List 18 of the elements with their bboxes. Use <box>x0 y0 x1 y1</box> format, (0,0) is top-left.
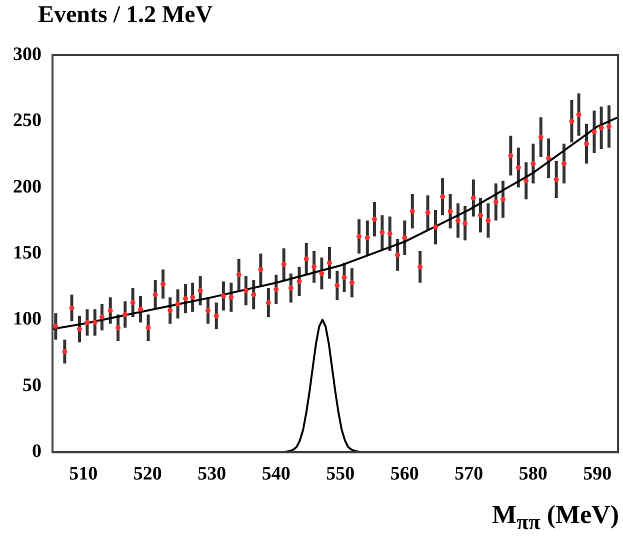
x-tick-label: 520 <box>133 464 162 485</box>
x-tick-label: 510 <box>69 464 98 485</box>
x-tick-label: 560 <box>390 464 419 485</box>
y-tick-label: 200 <box>13 176 42 198</box>
y-axis-title: Events / 1.2 MeV <box>38 2 213 29</box>
y-tick-label: 50 <box>22 374 42 396</box>
y-tick-label: 300 <box>13 44 42 65</box>
x-tick-label: 570 <box>454 464 484 485</box>
x-tick-label: 580 <box>518 464 548 485</box>
y-tick-label: 250 <box>13 110 42 132</box>
x-axis-title: M$_{ππ}$ (MeV) <box>492 500 619 536</box>
x-tick-label: 530 <box>198 464 226 485</box>
x-tick-label: 550 <box>326 464 355 485</box>
y-tick-label: 150 <box>13 242 42 264</box>
y-tick-label: 0 <box>32 441 42 462</box>
y-tick-label: 100 <box>13 308 42 330</box>
x-tick-label: 540 <box>262 464 290 485</box>
x-tick-label: 590 <box>583 464 612 485</box>
